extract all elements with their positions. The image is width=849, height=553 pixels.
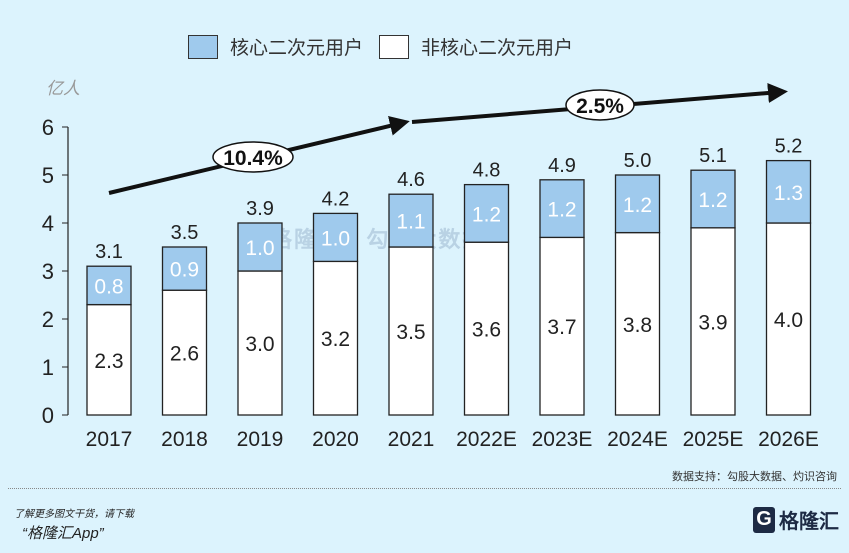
total-label: 3.1 — [95, 241, 123, 263]
x-tick-label: 2017 — [86, 428, 133, 451]
legend-swatch-noncore — [379, 34, 410, 59]
watermark: 格隆汇 | 勾股大数据 — [270, 227, 487, 252]
logo-text: 格隆汇 — [779, 511, 839, 533]
bar-segment — [539, 236, 585, 416]
bar-value-label: 1.2 — [472, 203, 501, 226]
total-label: 5.0 — [624, 150, 652, 172]
bar-value-label: 1.1 — [396, 211, 425, 234]
bar-value-label: 1.2 — [547, 199, 576, 222]
chart: 0 1 2 3 4 5 6 2.3 0.8 3.1 2017 2.6 0.9 3.5 2018 3.0 1.0 3… — [42, 83, 819, 451]
bar-value-label: 1.2 — [623, 194, 652, 217]
bar-segment — [614, 231, 661, 416]
total-label: 4.9 — [548, 155, 576, 177]
total-label: 3.9 — [246, 198, 274, 220]
total-label: 3.5 — [171, 222, 199, 244]
bar-segment — [161, 289, 208, 416]
bar-value-label: 3.2 — [321, 328, 350, 351]
bar-segment — [765, 222, 812, 416]
x-tick-label: 2019 — [237, 428, 284, 451]
bar-segment — [463, 241, 510, 416]
bar-value-label: 2.3 — [94, 350, 123, 373]
bar-value-label: 3.6 — [472, 319, 501, 342]
bar-segment — [86, 303, 132, 416]
bar-segment — [690, 227, 736, 416]
x-tick-label: 2021 — [388, 428, 435, 451]
legend-label-core: 核心二次元用户 — [230, 37, 364, 59]
bar-segment — [614, 174, 661, 234]
bar-value-label: 3.8 — [623, 314, 652, 337]
bar-segment — [463, 183, 510, 243]
cagr-ellipse — [565, 89, 635, 121]
legend-swatch-core — [188, 34, 218, 59]
y-axis-unit: 亿人 — [46, 79, 80, 99]
x-tick-label: 2023E — [532, 428, 593, 451]
total-label: 5.1 — [699, 145, 727, 167]
bar-value-label: 1.0 — [245, 237, 274, 260]
legend: 核心二次元用户 非核心二次元用户 — [188, 33, 573, 60]
bar-value-label: 1.3 — [774, 182, 803, 205]
x-tick-label: 2022E — [456, 428, 517, 451]
bar-value-label: 0.8 — [94, 275, 123, 298]
legend-label-noncore: 非核心二次元用户 — [421, 37, 574, 59]
bar-segment — [312, 212, 359, 263]
source-note: 数据支持：勾股大数据、灼识咨询 — [672, 471, 837, 483]
bar-segment — [86, 265, 132, 306]
bar-value-label: 2.6 — [170, 343, 199, 366]
x-tick-label: 2026E — [758, 428, 819, 451]
y-tick-label: 6 — [42, 115, 54, 140]
cagr-ellipse — [212, 141, 294, 173]
total-label: 4.2 — [322, 188, 350, 210]
cagr-label: 10.4% — [223, 147, 283, 170]
y-tick-label: 3 — [42, 259, 54, 284]
y-tick-label: 5 — [42, 163, 54, 188]
x-tick-label: 2020 — [312, 428, 359, 451]
y-tick-label: 4 — [42, 211, 54, 236]
promo-line1: 了解更多图文干货，请下载 — [14, 509, 134, 520]
bar-value-label: 0.9 — [170, 259, 199, 282]
cagr-label: 2.5% — [576, 95, 624, 118]
y-tick-label: 1 — [42, 355, 54, 380]
bar-segment — [161, 246, 208, 291]
divider — [8, 488, 841, 489]
promo-line2: “格隆汇App” — [22, 525, 104, 542]
bar-value-label: 3.0 — [245, 333, 274, 356]
total-label: 4.8 — [473, 160, 501, 182]
bar-segment — [690, 169, 736, 229]
x-tick-label: 2025E — [683, 428, 744, 451]
y-tick-label: 0 — [42, 403, 54, 428]
x-tick-label: 2024E — [607, 428, 668, 451]
y-tick-label: 2 — [42, 307, 54, 332]
bar-value-label: 1.0 — [321, 227, 350, 250]
bar-segment — [765, 159, 812, 224]
x-tick-label: 2018 — [161, 428, 208, 451]
bar-value-label: 4.0 — [774, 309, 803, 332]
bar-value-label: 3.5 — [396, 321, 425, 344]
logo-icon: G — [753, 506, 775, 533]
logo: G 格隆汇 — [753, 505, 839, 534]
bar-segment — [539, 179, 585, 239]
bar-value-label: 1.2 — [698, 189, 727, 212]
bar-segment — [388, 246, 434, 416]
total-label: 4.6 — [397, 169, 425, 191]
bar-segment — [237, 222, 283, 272]
bar-value-label: 3.9 — [698, 311, 727, 334]
bar-value-label: 3.7 — [547, 316, 576, 339]
total-label: 5.2 — [775, 136, 803, 158]
bar-segment — [312, 260, 359, 416]
bar-segment — [388, 193, 434, 248]
